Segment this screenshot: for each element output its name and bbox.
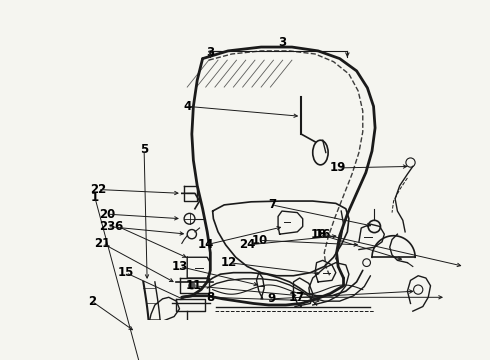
Text: 13: 13 [172,260,188,273]
Text: 1: 1 [91,191,99,204]
Circle shape [188,282,196,289]
Text: 14: 14 [197,238,214,251]
Text: 17: 17 [289,291,305,304]
Text: 10: 10 [251,234,268,247]
Text: 4: 4 [183,100,191,113]
Text: 12: 12 [220,256,237,269]
Circle shape [466,268,471,273]
Text: 20: 20 [99,208,115,221]
Text: 5: 5 [140,143,148,156]
Text: 3: 3 [206,46,215,59]
Text: 16: 16 [315,228,331,240]
Text: 19: 19 [330,161,346,175]
Text: 3: 3 [278,36,286,49]
Text: 11: 11 [185,279,201,292]
Text: 24: 24 [239,238,255,251]
Text: 15: 15 [118,266,134,279]
Text: 8: 8 [206,291,215,304]
Text: 18: 18 [311,228,327,240]
Text: 22: 22 [90,183,106,196]
Text: 9: 9 [268,292,276,305]
Text: 2: 2 [88,294,96,308]
Text: 6: 6 [114,220,122,233]
Text: 7: 7 [268,198,276,211]
Text: 23: 23 [99,220,115,233]
Text: 21: 21 [95,237,111,250]
